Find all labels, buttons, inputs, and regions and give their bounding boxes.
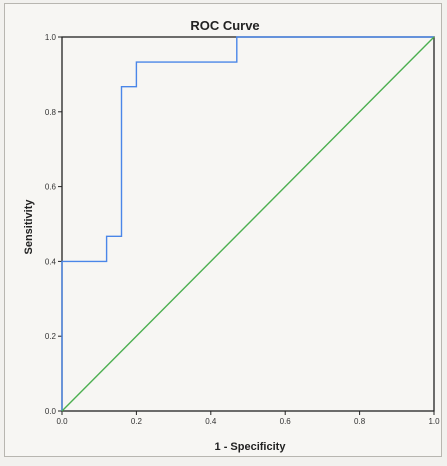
x-tick-label: 0.6 <box>280 417 292 426</box>
x-tick-label: 0.8 <box>354 417 366 426</box>
series-group <box>61 36 435 412</box>
y-axis-label: Sensitivity <box>23 199 35 255</box>
axis-ticks: 0.0 0.2 0.4 0.6 0.8 1.0 0.0 0.2 0.4 0.6 0.8 1.0 <box>45 33 440 426</box>
y-tick-label: 1.0 <box>45 33 57 42</box>
y-tick-label: 0.0 <box>45 407 57 416</box>
x-tick-label: 0.0 <box>56 417 68 426</box>
reference-diagonal-line <box>61 36 435 412</box>
x-tick-label: 1.0 <box>428 417 440 426</box>
y-tick-label: 0.6 <box>45 183 57 192</box>
x-tick-label: 0.4 <box>205 417 217 426</box>
y-tick-label: 0.4 <box>45 257 57 266</box>
roc-chart: ROC Curve 0.0 0.2 0.4 0.6 0.8 1.0 0.0 0.2 0.4 0.6… <box>23 18 440 453</box>
x-axis-label: 1 - Specificity <box>215 441 287 453</box>
chart-figure: ROC Curve 0.0 0.2 0.4 0.6 0.8 1.0 0.0 0.2 0.4 0.6… <box>4 3 442 457</box>
y-tick-label: 0.8 <box>45 108 57 117</box>
y-tick-label: 0.2 <box>45 332 57 341</box>
x-tick-label: 0.2 <box>131 417 143 426</box>
roc-curve-line <box>61 36 434 411</box>
chart-title: ROC Curve <box>190 18 259 33</box>
